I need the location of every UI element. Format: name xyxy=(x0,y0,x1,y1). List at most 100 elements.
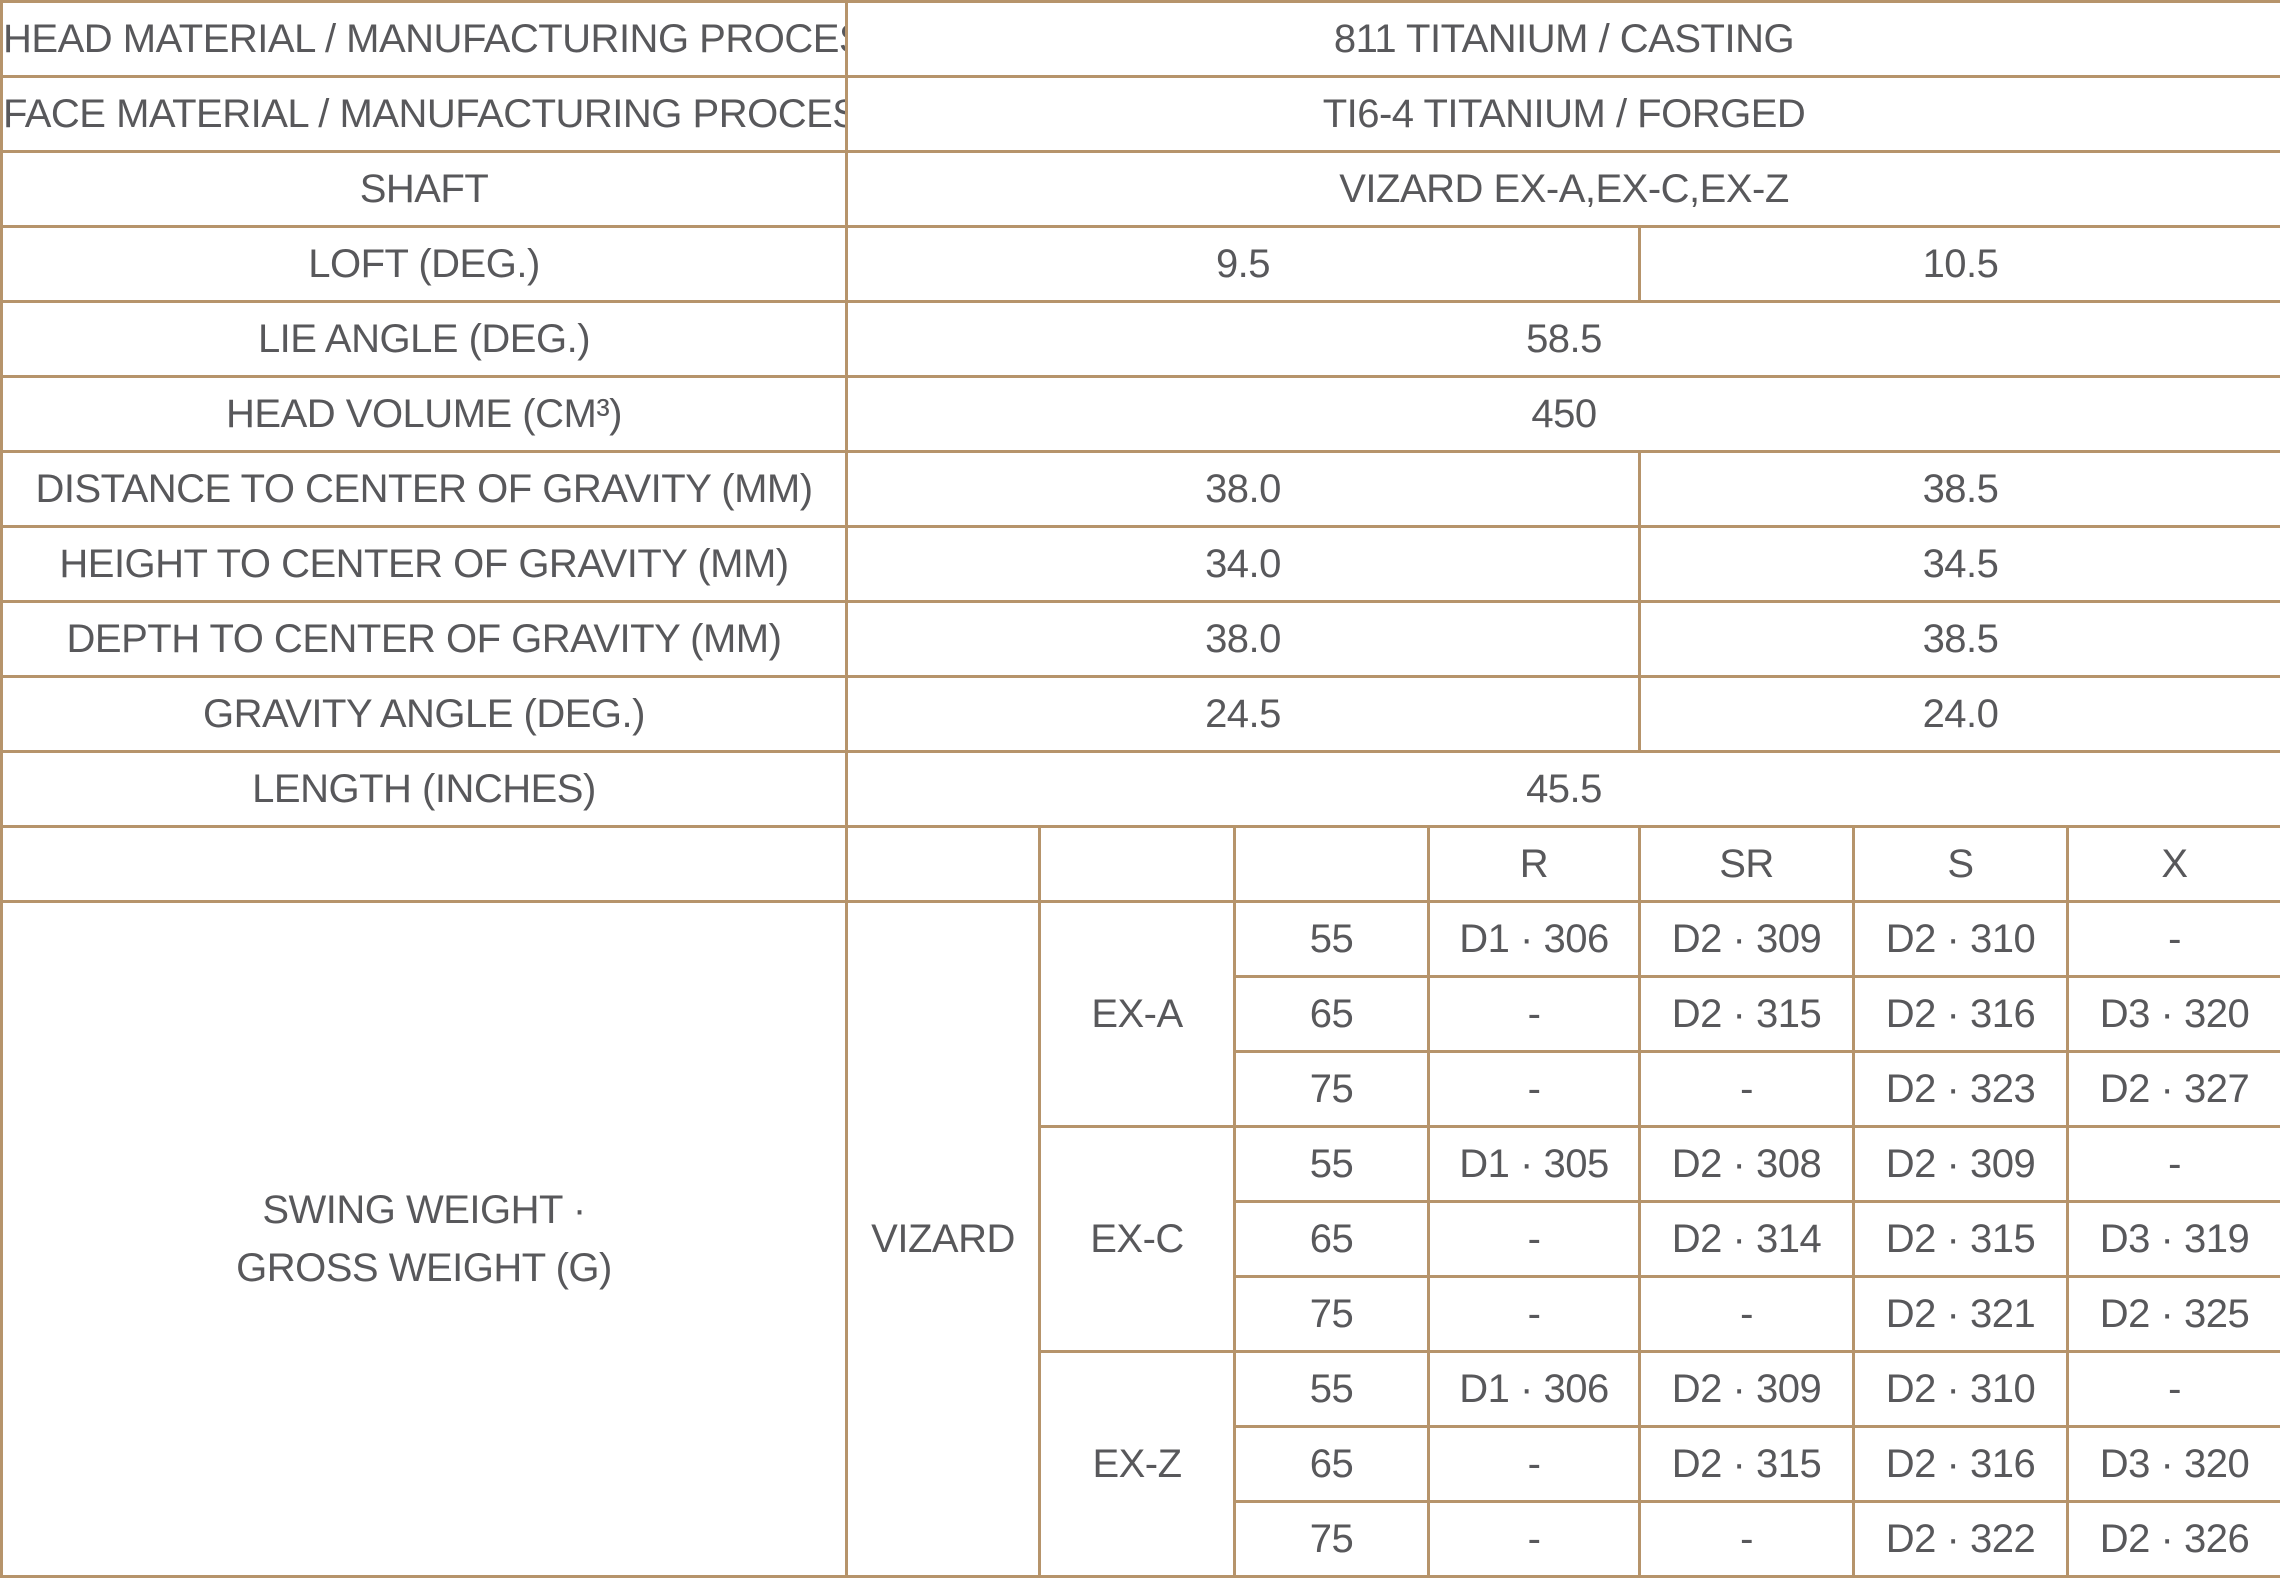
empty-cell xyxy=(1040,827,1235,902)
value-cell: D2 · 308 xyxy=(1640,1127,1854,1202)
value-cell: D2 · 315 xyxy=(1854,1202,2068,1277)
swing-row: SWING WEIGHT · GROSS WEIGHT (G) VIZARD E… xyxy=(2,902,2280,977)
value-cell: D2 · 315 xyxy=(1640,1427,1854,1502)
spec-row-shaft: SHAFT VIZARD EX-A,EX-C,EX-Z xyxy=(2,152,2280,227)
value-cell: D2 · 316 xyxy=(1854,977,2068,1052)
value-cell: - xyxy=(2068,902,2280,977)
spec-row-face-material: FACE MATERIAL / MANUFACTURING PROCESS TI… xyxy=(2,77,2280,152)
spec-label: LENGTH (INCHES) xyxy=(2,752,847,827)
spec-value: 45.5 xyxy=(847,752,2280,827)
value-cell: - xyxy=(1640,1502,1854,1577)
value-cell: D3 · 319 xyxy=(2068,1202,2280,1277)
spec-row-depth-cg: DEPTH TO CENTER OF GRAVITY (MM) 38.0 38.… xyxy=(2,602,2280,677)
value-cell: - xyxy=(1429,1202,1640,1277)
spec-row-head-material: HEAD MATERIAL / MANUFACTURING PROCESS 81… xyxy=(2,2,2280,77)
flex-header-row: R SR S X xyxy=(2,827,2280,902)
spec-value-left: 38.0 xyxy=(847,602,1640,677)
value-cell: D2 · 327 xyxy=(2068,1052,2280,1127)
value-cell: - xyxy=(1429,977,1640,1052)
spec-label: LOFT (DEG.) xyxy=(2,227,847,302)
empty-cell xyxy=(1235,827,1429,902)
spec-value: 58.5 xyxy=(847,302,2280,377)
spec-label: GRAVITY ANGLE (DEG.) xyxy=(2,677,847,752)
value-cell: D1 · 306 xyxy=(1429,902,1640,977)
swing-weight-label: SWING WEIGHT · GROSS WEIGHT (G) xyxy=(2,902,847,1577)
value-cell: D2 · 325 xyxy=(2068,1277,2280,1352)
empty-cell xyxy=(847,827,1040,902)
value-cell: D2 · 322 xyxy=(1854,1502,2068,1577)
shaft-cell-ex-c: EX-C xyxy=(1040,1127,1235,1352)
spec-row-gravity-angle: GRAVITY ANGLE (DEG.) 24.5 24.0 xyxy=(2,677,2280,752)
weight-cell: 75 xyxy=(1235,1052,1429,1127)
spec-value: TI6-4 TITANIUM / FORGED xyxy=(847,77,2280,152)
weight-cell: 75 xyxy=(1235,1277,1429,1352)
weight-cell: 55 xyxy=(1235,1352,1429,1427)
value-cell: - xyxy=(1640,1052,1854,1127)
value-cell: - xyxy=(2068,1352,2280,1427)
value-cell: D2 · 315 xyxy=(1640,977,1854,1052)
weight-cell: 65 xyxy=(1235,1427,1429,1502)
value-cell: - xyxy=(1429,1052,1640,1127)
empty-cell xyxy=(2,827,847,902)
flex-header-r: R xyxy=(1429,827,1640,902)
flex-header-sr: SR xyxy=(1640,827,1854,902)
spec-row-height-cg: HEIGHT TO CENTER OF GRAVITY (MM) 34.0 34… xyxy=(2,527,2280,602)
value-cell: D2 · 309 xyxy=(1640,902,1854,977)
value-cell: - xyxy=(1640,1277,1854,1352)
value-cell: D1 · 305 xyxy=(1429,1127,1640,1202)
spec-value-right: 34.5 xyxy=(1640,527,2280,602)
spec-value-right: 38.5 xyxy=(1640,602,2280,677)
shaft-cell-ex-a: EX-A xyxy=(1040,902,1235,1127)
value-cell: D3 · 320 xyxy=(2068,1427,2280,1502)
value-cell: D2 · 309 xyxy=(1640,1352,1854,1427)
weight-cell: 65 xyxy=(1235,977,1429,1052)
spec-row-length: LENGTH (INCHES) 45.5 xyxy=(2,752,2280,827)
value-cell: - xyxy=(1429,1502,1640,1577)
value-cell: D3 · 320 xyxy=(2068,977,2280,1052)
spec-row-head-volume: HEAD VOLUME (CM³) 450 xyxy=(2,377,2280,452)
spec-label: DEPTH TO CENTER OF GRAVITY (MM) xyxy=(2,602,847,677)
value-cell: - xyxy=(1429,1427,1640,1502)
value-cell: - xyxy=(2068,1127,2280,1202)
swing-weight-label-line1: SWING WEIGHT · xyxy=(3,1181,845,1239)
spec-row-lie-angle: LIE ANGLE (DEG.) 58.5 xyxy=(2,302,2280,377)
spec-label: HEIGHT TO CENTER OF GRAVITY (MM) xyxy=(2,527,847,602)
spec-value-left: 38.0 xyxy=(847,452,1640,527)
weight-cell: 65 xyxy=(1235,1202,1429,1277)
value-cell: D2 · 323 xyxy=(1854,1052,2068,1127)
spec-value-left: 34.0 xyxy=(847,527,1640,602)
flex-header-s: S xyxy=(1854,827,2068,902)
value-cell: D2 · 316 xyxy=(1854,1427,2068,1502)
spec-label: HEAD VOLUME (CM³) xyxy=(2,377,847,452)
spec-value: VIZARD EX-A,EX-C,EX-Z xyxy=(847,152,2280,227)
spec-value-left: 24.5 xyxy=(847,677,1640,752)
swing-weight-label-line2: GROSS WEIGHT (G) xyxy=(3,1239,845,1297)
shaft-cell-ex-z: EX-Z xyxy=(1040,1352,1235,1577)
spec-row-distance-cg: DISTANCE TO CENTER OF GRAVITY (MM) 38.0 … xyxy=(2,452,2280,527)
weight-cell: 55 xyxy=(1235,902,1429,977)
spec-label: FACE MATERIAL / MANUFACTURING PROCESS xyxy=(2,77,847,152)
value-cell: - xyxy=(1429,1277,1640,1352)
spec-label: LIE ANGLE (DEG.) xyxy=(2,302,847,377)
value-cell: D1 · 306 xyxy=(1429,1352,1640,1427)
spec-label: HEAD MATERIAL / MANUFACTURING PROCESS xyxy=(2,2,847,77)
value-cell: D2 · 310 xyxy=(1854,902,2068,977)
spec-value: 811 TITANIUM / CASTING xyxy=(847,2,2280,77)
value-cell: D2 · 321 xyxy=(1854,1277,2068,1352)
spec-value: 450 xyxy=(847,377,2280,452)
weight-cell: 55 xyxy=(1235,1127,1429,1202)
value-cell: D2 · 310 xyxy=(1854,1352,2068,1427)
spec-value-right: 38.5 xyxy=(1640,452,2280,527)
spec-value-right: 24.0 xyxy=(1640,677,2280,752)
value-cell: D2 · 314 xyxy=(1640,1202,1854,1277)
spec-label: SHAFT xyxy=(2,152,847,227)
brand-cell: VIZARD xyxy=(847,902,1040,1577)
spec-value-right: 10.5 xyxy=(1640,227,2280,302)
spec-value-left: 9.5 xyxy=(847,227,1640,302)
weight-cell: 75 xyxy=(1235,1502,1429,1577)
flex-header-x: X xyxy=(2068,827,2280,902)
spec-row-loft: LOFT (DEG.) 9.5 10.5 xyxy=(2,227,2280,302)
spec-label: DISTANCE TO CENTER OF GRAVITY (MM) xyxy=(2,452,847,527)
value-cell: D2 · 326 xyxy=(2068,1502,2280,1577)
